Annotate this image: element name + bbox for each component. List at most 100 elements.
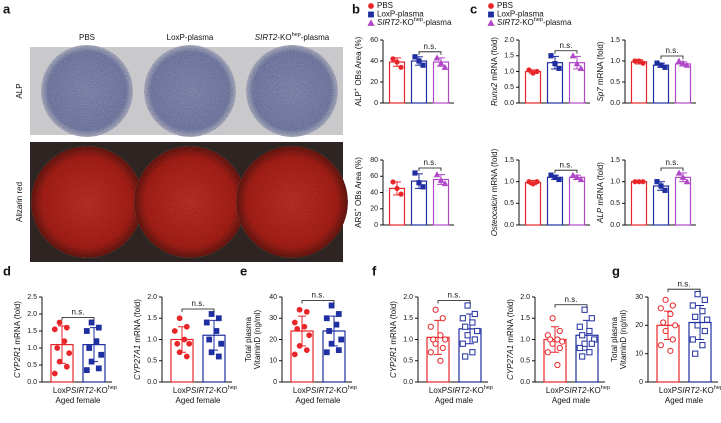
point — [176, 315, 183, 322]
label-part: LoxP — [173, 386, 191, 395]
y-tick-label: 20 — [370, 206, 378, 213]
point — [658, 183, 664, 189]
y-tick-label: 1.5 — [504, 157, 514, 164]
y-tick-label: 20 — [635, 322, 643, 329]
point — [579, 332, 586, 339]
row-label: Alizarin red — [15, 182, 24, 222]
y-tick-label: 0 — [374, 100, 378, 107]
legend-label: LoxP-plasma — [497, 10, 544, 19]
point — [83, 328, 90, 334]
point — [95, 324, 102, 331]
well — [246, 45, 338, 137]
y-tick-label: 10 — [269, 358, 277, 365]
panel-letter: e — [240, 263, 247, 278]
y-tick-label: 1.0 — [403, 336, 413, 343]
point — [437, 59, 445, 66]
point — [416, 58, 422, 64]
point — [326, 328, 333, 334]
x-tick-label: SIRT2-KOhep — [71, 385, 117, 395]
point — [294, 325, 301, 332]
label-part: LoxP — [659, 386, 677, 395]
x-tick-label: SIRT2-KOhep — [191, 385, 237, 395]
y-tick-label: 60 — [370, 37, 378, 44]
label-part: ARS — [354, 211, 363, 227]
label-part: -plasma — [301, 33, 330, 42]
point — [63, 363, 70, 370]
label-part: OBs Area (%) — [354, 36, 363, 87]
point — [487, 19, 495, 26]
point — [328, 302, 335, 309]
label-part: -KO — [700, 386, 714, 395]
legend-label: SIRT2-KOhep-plasma — [377, 17, 452, 27]
label-part: VitaminD (ng/ml) — [619, 309, 628, 369]
point — [427, 323, 434, 330]
point — [394, 59, 400, 65]
label-part: mRNA (fold) — [13, 301, 22, 347]
annotation: n.s. — [560, 41, 573, 50]
label-part: SIRT2 — [564, 386, 587, 395]
point — [657, 305, 664, 312]
point — [588, 315, 595, 322]
y-axis-label: ALP mRNA (fold) — [596, 162, 605, 224]
point — [86, 345, 93, 351]
label-part: OBs Area (%) — [354, 157, 363, 208]
point — [699, 308, 706, 315]
point — [183, 353, 190, 360]
point — [667, 310, 674, 318]
point — [213, 328, 220, 334]
point — [442, 336, 449, 343]
point — [427, 349, 434, 356]
annotation: n.s. — [448, 291, 461, 300]
point — [640, 60, 646, 66]
point — [474, 327, 481, 335]
x-tick-label: SIRT2-KOhep — [311, 385, 357, 395]
point — [556, 65, 562, 71]
label-part: hep — [714, 385, 721, 391]
y-tick-label: 2.0 — [27, 311, 37, 318]
label-part: hep — [292, 32, 301, 38]
point — [56, 319, 63, 326]
label-part: CYP2R1 — [389, 347, 398, 378]
point — [579, 353, 586, 360]
bar — [674, 176, 692, 226]
point — [577, 176, 585, 183]
annotation: n.s. — [424, 42, 437, 51]
x-axis-label: Aged female — [56, 396, 101, 405]
point — [328, 340, 335, 347]
label-part: mRNA (fold) — [506, 299, 515, 345]
x-tick-label: LoxP — [546, 386, 564, 395]
point — [459, 315, 466, 322]
y-tick-label: 1.0 — [610, 179, 620, 186]
point — [559, 338, 566, 345]
column-label: PBS — [79, 33, 95, 42]
point — [692, 350, 699, 357]
y-axis-label: Total plasma — [610, 317, 619, 362]
point — [569, 171, 577, 178]
x-tick-label: LoxP — [53, 386, 71, 395]
point — [51, 370, 58, 377]
point — [208, 311, 215, 317]
point — [61, 338, 68, 345]
bracket — [181, 308, 215, 312]
legend-label: PBS — [497, 1, 513, 10]
label-part: hep — [414, 17, 423, 23]
y-tick-label: 60 — [370, 173, 378, 180]
point — [335, 311, 342, 317]
y-tick-label: 0.0 — [504, 100, 514, 107]
point — [586, 327, 593, 335]
label-part: ALP — [354, 91, 363, 106]
y-tick-label: 1.5 — [520, 315, 530, 322]
point — [203, 319, 210, 326]
label-part: VitaminD (ng/ml) — [253, 309, 262, 369]
point — [433, 171, 441, 178]
point — [323, 315, 330, 322]
y-tick-label: 1.5 — [610, 157, 620, 164]
label-part: LoxP — [53, 386, 71, 395]
point — [675, 57, 683, 64]
point — [186, 340, 193, 347]
point — [412, 170, 418, 176]
point — [412, 54, 418, 60]
point — [464, 302, 471, 309]
point — [323, 349, 330, 356]
